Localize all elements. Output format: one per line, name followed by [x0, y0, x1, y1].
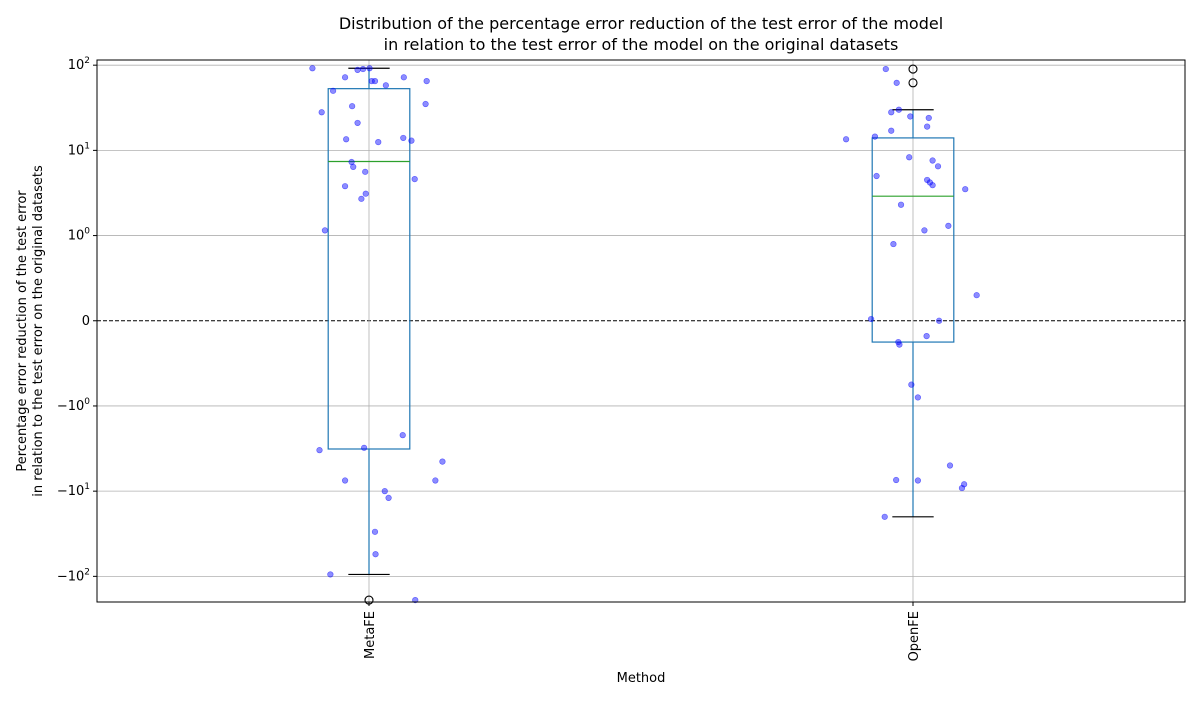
data-point — [958, 484, 966, 492]
y-tick-label: 0 — [82, 314, 90, 329]
data-point — [329, 87, 337, 94]
y-tick-label: −102 — [57, 567, 90, 584]
box-layer — [327, 64, 955, 605]
data-point — [341, 74, 349, 81]
data-point — [400, 74, 407, 81]
y-axis-label-line-2: in relation to the test error on the ori… — [31, 165, 46, 497]
y-tick-label: −101 — [57, 482, 90, 499]
data-point — [400, 134, 407, 142]
data-point — [399, 432, 406, 439]
data-point — [961, 481, 968, 488]
x-axis-label: Method — [617, 671, 666, 686]
data-point — [914, 394, 921, 401]
data-point — [973, 292, 980, 299]
data-point — [432, 477, 439, 484]
data-point — [439, 458, 446, 465]
data-point — [359, 65, 367, 73]
interquartile-box — [327, 88, 411, 450]
grid-layer — [97, 60, 1185, 602]
data-point — [924, 123, 931, 130]
data-point — [881, 513, 888, 520]
chart-title-line-2: in relation to the test error of the mod… — [384, 35, 899, 54]
data-point — [366, 65, 373, 72]
data-point — [371, 528, 379, 535]
y-tick-label: −100 — [57, 397, 90, 414]
data-point — [316, 447, 323, 454]
data-point — [371, 78, 379, 85]
y-tick-label: 102 — [68, 56, 90, 73]
data-point — [309, 65, 316, 72]
data-point — [934, 163, 942, 170]
data-point — [354, 66, 361, 74]
data-point — [361, 444, 368, 451]
data-point — [321, 227, 329, 234]
data-point — [381, 488, 388, 495]
data-point — [871, 133, 879, 140]
data-point — [408, 137, 415, 144]
data-point — [914, 477, 921, 484]
data-point — [362, 168, 369, 175]
data-point — [341, 183, 349, 190]
outlier-marker — [908, 78, 918, 88]
data-point — [945, 222, 952, 229]
interquartile-box — [871, 137, 955, 343]
data-point — [946, 462, 954, 469]
data-point — [890, 240, 897, 248]
data-point — [842, 136, 850, 143]
data-point — [372, 551, 379, 558]
data-point — [422, 100, 429, 108]
x-tick-label-metafe: MetaFE — [363, 611, 378, 659]
data-point — [929, 157, 936, 164]
outlier-marker — [908, 64, 918, 74]
y-tick-label: 100 — [68, 227, 91, 244]
data-point — [897, 201, 905, 208]
data-point — [907, 113, 914, 120]
data-point — [888, 127, 895, 134]
tick-layer: 102 101 100 0 −100 −101 −102 MetaFE OpenFE — [57, 56, 922, 661]
data-point — [350, 163, 357, 170]
data-point — [962, 186, 969, 193]
data-point — [423, 78, 430, 85]
data-point — [341, 477, 349, 484]
data-point — [343, 136, 350, 143]
data-point — [385, 494, 392, 502]
point-layer — [309, 65, 980, 604]
data-point — [358, 195, 365, 202]
data-point — [375, 139, 382, 146]
chart-title-line-1: Distribution of the percentage error red… — [339, 14, 943, 33]
data-point — [349, 103, 356, 110]
data-point — [893, 79, 900, 86]
data-point — [362, 190, 369, 197]
data-point — [895, 106, 902, 113]
data-point — [318, 109, 325, 116]
data-point — [882, 65, 889, 73]
data-point — [908, 381, 915, 388]
y-axis-label-line-1: Percentage error reduction of the test e… — [15, 190, 30, 472]
x-tick-label-openfe: OpenFE — [907, 611, 922, 661]
data-point — [906, 154, 913, 161]
data-point — [368, 78, 375, 85]
data-point — [936, 317, 943, 324]
plot-area-frame — [96, 59, 1186, 603]
data-point — [382, 82, 389, 89]
data-point — [896, 341, 903, 348]
data-point — [327, 571, 334, 578]
data-point — [348, 158, 355, 166]
data-point — [925, 114, 932, 122]
data-point — [868, 315, 875, 323]
box-openfe — [871, 64, 955, 518]
data-point — [929, 182, 936, 189]
data-point — [354, 119, 361, 127]
data-point — [893, 476, 900, 484]
y-tick-label: 101 — [68, 141, 90, 158]
data-point — [923, 332, 930, 340]
data-point — [873, 172, 880, 180]
data-point — [888, 109, 895, 116]
data-point — [921, 227, 928, 234]
data-point — [411, 176, 418, 183]
